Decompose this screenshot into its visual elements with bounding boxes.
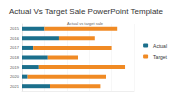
svg-text:2017: 2017 <box>10 45 20 50</box>
svg-text:2016: 2016 <box>10 36 20 41</box>
svg-text:Actual Vs Target Sale PowerPoi: Actual Vs Target Sale PowerPoint Templat… <box>9 7 164 16</box>
svg-text:2019: 2019 <box>10 65 20 70</box>
svg-text:2021: 2021 <box>10 84 20 89</box>
svg-text:Actual vs target sale: Actual vs target sale <box>67 21 104 26</box>
svg-text:2015: 2015 <box>10 26 20 31</box>
svg-text:Target: Target <box>153 54 168 60</box>
svg-text:2020: 2020 <box>10 74 20 79</box>
svg-text:2018: 2018 <box>10 55 20 60</box>
svg-text:Actual: Actual <box>153 43 167 49</box>
